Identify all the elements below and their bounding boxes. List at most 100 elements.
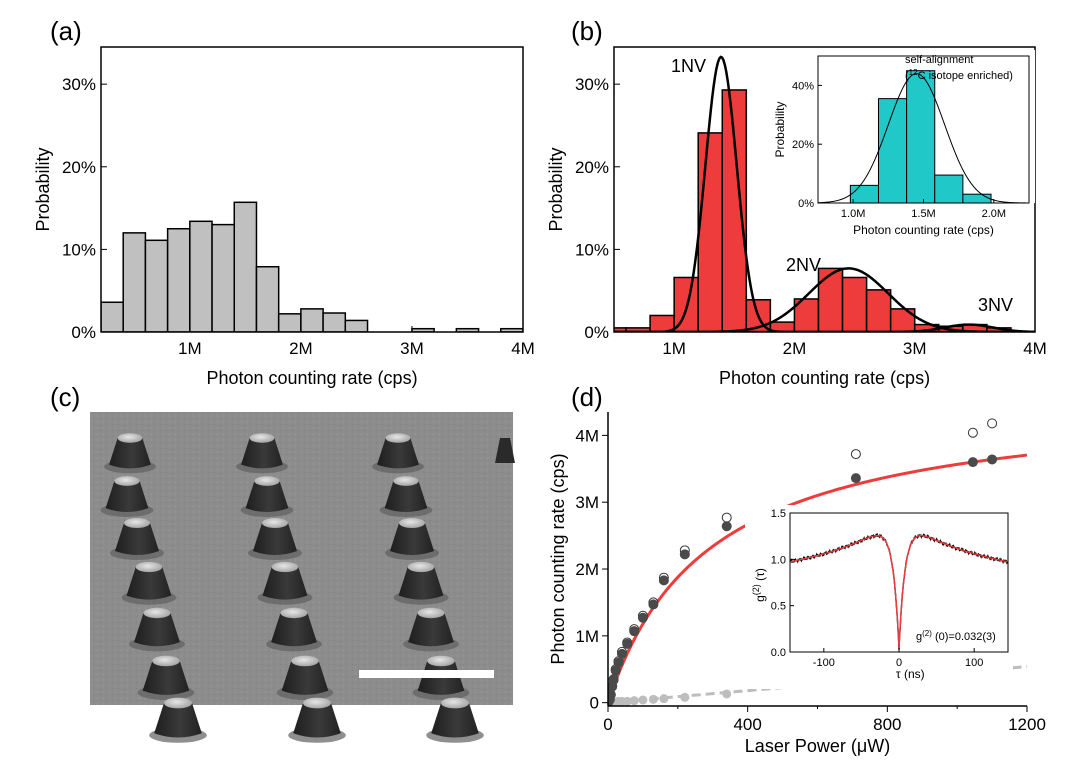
histogram-bar — [101, 301, 124, 332]
pillar-top — [124, 518, 150, 528]
pillar-top — [114, 476, 140, 486]
bars-group — [101, 201, 523, 332]
y-tick-label: 0% — [584, 323, 609, 342]
y-axis-label: Probability — [773, 101, 787, 157]
raw-point-open — [987, 418, 998, 429]
corrected-point-filled — [608, 674, 619, 685]
sem-pillar — [276, 655, 334, 701]
y-tick-label: 1.0 — [771, 554, 786, 566]
y-tick-label: 4M — [575, 426, 599, 445]
sem-pillar — [372, 433, 424, 474]
y-axis-label: Probability — [546, 147, 566, 231]
pillar-side — [281, 661, 329, 695]
x-tick-label: 3M — [400, 339, 424, 358]
gaussian-fit-curve — [614, 323, 1035, 332]
peak-label-1nv: 1NV — [671, 56, 706, 76]
pillar-top — [271, 561, 299, 573]
x-tick-label: 0 — [603, 715, 612, 734]
corrected-point-filled — [608, 689, 616, 700]
chart-b-histogram: 1M 2M 3M 4M 0% 10% 20% 30% Photon counting rate … — [546, 46, 1047, 388]
histogram-bar — [211, 223, 236, 332]
histogram-bar — [962, 193, 992, 203]
pillar-top — [427, 655, 455, 667]
peak-label-2nv: 2NV — [786, 255, 821, 275]
pillar-top — [163, 697, 193, 709]
pillar-top — [135, 561, 163, 573]
pillar-side — [262, 567, 308, 600]
raw-point-open — [967, 427, 978, 438]
pillar-side — [293, 703, 341, 738]
x-tick-label: 400 — [733, 715, 761, 734]
x-tick-label: 2M — [289, 339, 313, 358]
plot-area — [608, 418, 1027, 706]
x-tick-label: 0 — [896, 657, 902, 669]
bars-group — [614, 55, 1035, 332]
pillar-top — [262, 518, 288, 528]
peak-label-3nv: 3NV — [978, 295, 1013, 315]
sem-pillar — [129, 607, 185, 652]
raw-point-open — [721, 512, 732, 523]
sem-image-panel-c — [90, 412, 515, 743]
corrected-point-filled — [629, 626, 640, 637]
sem-pillar-partial — [495, 438, 515, 463]
sem-pillar — [236, 433, 288, 474]
sem-pillar — [121, 561, 177, 605]
saturation-fit-curve — [608, 453, 1027, 704]
histogram-bar — [697, 132, 724, 332]
corrected-point-filled — [610, 665, 621, 676]
pillar-top — [417, 607, 445, 619]
histogram-bar — [865, 289, 892, 332]
corrected-point-filled — [721, 521, 732, 532]
inset-x-axis-label: τ (ns) — [896, 667, 925, 681]
pillar-side — [115, 523, 159, 555]
background-point — [638, 695, 648, 705]
histogram-bar — [122, 232, 147, 332]
chart-d-inset-g2: -100 0 100 0.0 0.5 1.0 1.5 τ (ns) g(2) (τ) g(2) (… — [745, 505, 1013, 689]
sem-pillar — [266, 607, 322, 652]
x-tick-label: 800 — [873, 715, 901, 734]
sem-pillar — [379, 476, 433, 517]
x-tick-label: 2M — [783, 339, 807, 358]
sem-pillar — [426, 697, 484, 743]
corrected-point-filled — [616, 648, 627, 659]
corrected-point-filled — [637, 612, 648, 623]
corrected-point-filled — [679, 549, 690, 560]
sem-pillar — [248, 518, 302, 560]
panel-label-d: (d) — [571, 382, 603, 412]
x-tick-label: 1M — [178, 339, 202, 358]
pillar-top — [117, 433, 143, 443]
background-point — [648, 694, 658, 704]
x-tick-label: 4M — [1023, 339, 1047, 358]
pillar-side — [271, 613, 317, 647]
y-tick-label: 3M — [575, 493, 599, 512]
histogram-bar — [189, 220, 213, 332]
y-tick-label: 0 — [590, 694, 599, 713]
pillar-side — [142, 661, 190, 695]
x-tick-label: 1M — [662, 339, 686, 358]
sem-pillar — [403, 607, 459, 652]
histogram-bar — [344, 319, 369, 332]
y-tick-label: 0.0 — [771, 647, 786, 659]
x-axis-label: Photon counting rate (cps) — [853, 223, 994, 237]
gaussian-fit-curve — [614, 55, 1035, 332]
histogram-bar — [322, 312, 347, 332]
corrected-point-filled — [613, 657, 624, 668]
background-point — [622, 696, 632, 706]
x-tick-label: 2.0M — [982, 208, 1006, 220]
pillar-side — [134, 613, 180, 647]
raw-point-open — [850, 449, 861, 460]
histogram-bar — [144, 239, 169, 332]
pillar-top — [399, 518, 425, 528]
sem-pillar — [240, 476, 294, 517]
x-tick-label: 1.5M — [911, 208, 935, 220]
panel-label-b: (b) — [571, 16, 603, 46]
pillar-top — [143, 607, 171, 619]
panel-label-c: (c) — [50, 382, 80, 412]
corrected-point-filled — [622, 638, 633, 649]
x-tick-label: 100 — [965, 657, 983, 669]
x-tick-label: -100 — [813, 657, 835, 669]
pillar-side — [109, 438, 151, 469]
corrected-point-filled — [658, 575, 669, 586]
background-point — [659, 694, 669, 704]
sem-pillar — [100, 476, 154, 517]
